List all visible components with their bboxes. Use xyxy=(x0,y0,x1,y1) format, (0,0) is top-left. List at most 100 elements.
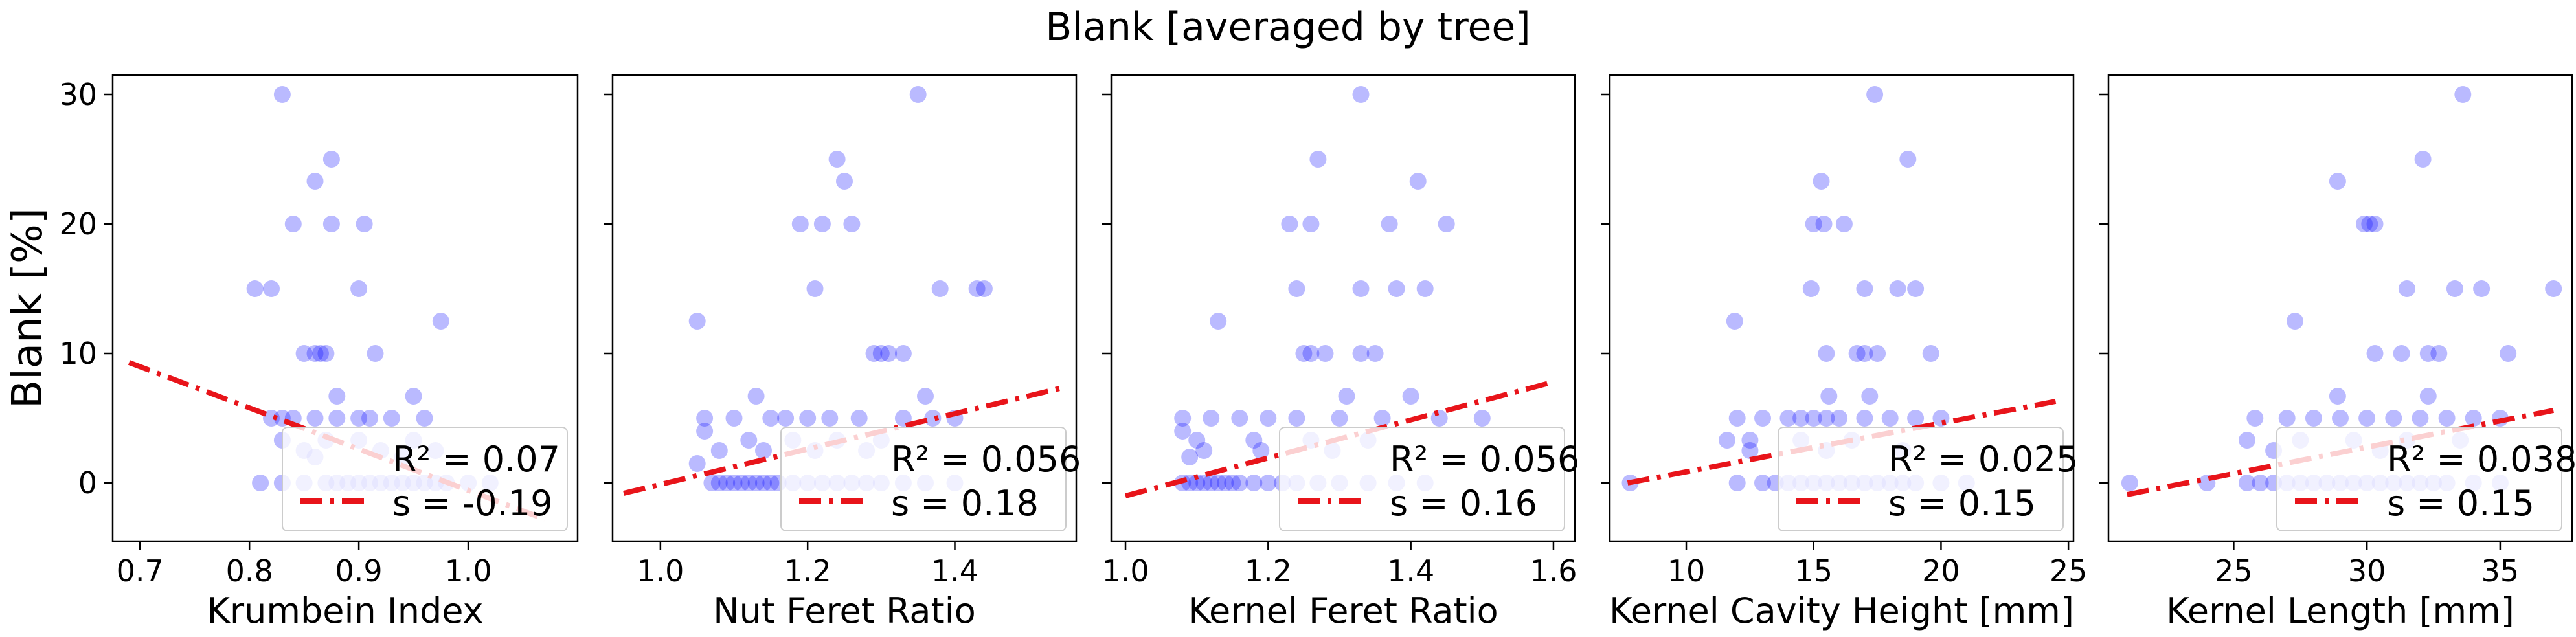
data-point xyxy=(1899,151,1917,168)
x-tick-label: 0.8 xyxy=(226,553,273,588)
data-point xyxy=(843,216,861,232)
y-tick-label: 0 xyxy=(78,465,97,500)
data-point xyxy=(1856,410,1873,427)
data-point xyxy=(1802,280,1820,297)
data-point xyxy=(306,410,324,427)
data-point xyxy=(1831,410,1848,427)
x-tick-label: 1.0 xyxy=(1102,553,1149,588)
data-point xyxy=(1416,280,1434,297)
data-point xyxy=(328,410,346,427)
data-point xyxy=(1792,410,1810,427)
data-point xyxy=(383,410,400,427)
data-point xyxy=(2446,280,2463,297)
figure-title: Blank [averaged by tree] xyxy=(1045,5,1530,50)
legend-r2-label: R² = 0.07 xyxy=(392,439,560,480)
data-point xyxy=(1754,475,1771,491)
data-point xyxy=(1231,410,1248,427)
data-point xyxy=(762,410,780,427)
data-point xyxy=(2239,475,2255,491)
data-point xyxy=(1813,173,1830,190)
data-point xyxy=(2305,410,2322,427)
data-point xyxy=(252,475,269,491)
data-point xyxy=(306,173,324,190)
data-point xyxy=(755,475,772,491)
data-point xyxy=(799,410,817,427)
data-point xyxy=(909,86,927,103)
x-axis-label: Krumbein Index xyxy=(207,590,484,631)
data-point xyxy=(1224,475,1241,491)
data-point xyxy=(361,410,378,427)
data-point xyxy=(1195,475,1213,491)
data-point xyxy=(968,280,986,297)
data-point xyxy=(2473,280,2491,297)
data-point xyxy=(1252,442,1270,459)
axes-frame xyxy=(611,74,1078,542)
data-point xyxy=(696,423,714,440)
data-point xyxy=(1869,345,1886,362)
data-point xyxy=(1861,388,1879,405)
data-point xyxy=(273,86,291,103)
data-point xyxy=(747,475,765,491)
data-point xyxy=(1728,410,1746,427)
x-axis-label: Nut Feret Ratio xyxy=(713,590,976,631)
y-tick-label: 20 xyxy=(59,207,97,241)
axes-frame xyxy=(2107,74,2573,542)
data-point xyxy=(1856,345,1873,362)
data-point xyxy=(850,410,868,427)
data-point xyxy=(725,410,743,427)
data-point xyxy=(1295,345,1313,362)
legend-r2-label: R² = 0.056 xyxy=(891,439,1081,480)
data-point xyxy=(306,345,324,362)
x-tick-label: 10 xyxy=(1667,553,1706,588)
data-point xyxy=(1203,410,1220,427)
x-axis-label: Kernel Cavity Height [mm] xyxy=(1609,590,2074,631)
x-tick-label: 1.0 xyxy=(637,553,684,588)
axes-frame xyxy=(1110,74,1576,542)
data-point xyxy=(872,345,890,362)
data-point xyxy=(322,216,340,232)
data-point xyxy=(1288,410,1305,427)
data-point xyxy=(865,345,883,362)
x-tick-label: 0.7 xyxy=(117,553,164,588)
x-tick-label: 30 xyxy=(2348,553,2386,588)
x-tick-label: 15 xyxy=(1794,553,1833,588)
data-point xyxy=(732,475,750,491)
y-axis-label: Blank [%] xyxy=(4,208,52,408)
data-point xyxy=(1352,280,1370,297)
data-point xyxy=(2366,216,2384,232)
data-point xyxy=(1402,388,1419,405)
data-point xyxy=(1174,423,1192,440)
data-point xyxy=(696,410,714,427)
x-tick-label: 1.0 xyxy=(444,553,491,588)
data-points xyxy=(1621,86,1975,491)
y-tick-label: 10 xyxy=(59,336,97,371)
data-point xyxy=(1231,475,1248,491)
x-tick-label: 1.2 xyxy=(1245,553,1292,588)
data-point xyxy=(1907,410,1925,427)
data-point xyxy=(2500,345,2517,362)
data-point xyxy=(1260,410,1277,427)
data-point xyxy=(1217,475,1234,491)
data-point xyxy=(1331,410,1348,427)
data-point xyxy=(1381,216,1398,232)
data-point xyxy=(791,216,809,232)
x-tick-label: 25 xyxy=(2050,553,2088,588)
data-point xyxy=(931,280,949,297)
x-tick-label: 20 xyxy=(1922,553,1960,588)
data-point xyxy=(246,280,264,297)
data-point xyxy=(405,388,422,405)
data-point xyxy=(2287,313,2303,330)
data-point xyxy=(263,410,280,427)
data-point xyxy=(1195,442,1213,459)
data-point xyxy=(1881,410,1899,427)
data-point xyxy=(755,442,772,459)
data-point xyxy=(2246,410,2264,427)
data-point xyxy=(1430,410,1448,427)
data-point xyxy=(2465,410,2482,427)
data-point xyxy=(1932,410,1950,427)
x-tick-label: 1.4 xyxy=(931,553,978,588)
data-point xyxy=(2252,475,2269,491)
data-point xyxy=(1438,216,1455,232)
